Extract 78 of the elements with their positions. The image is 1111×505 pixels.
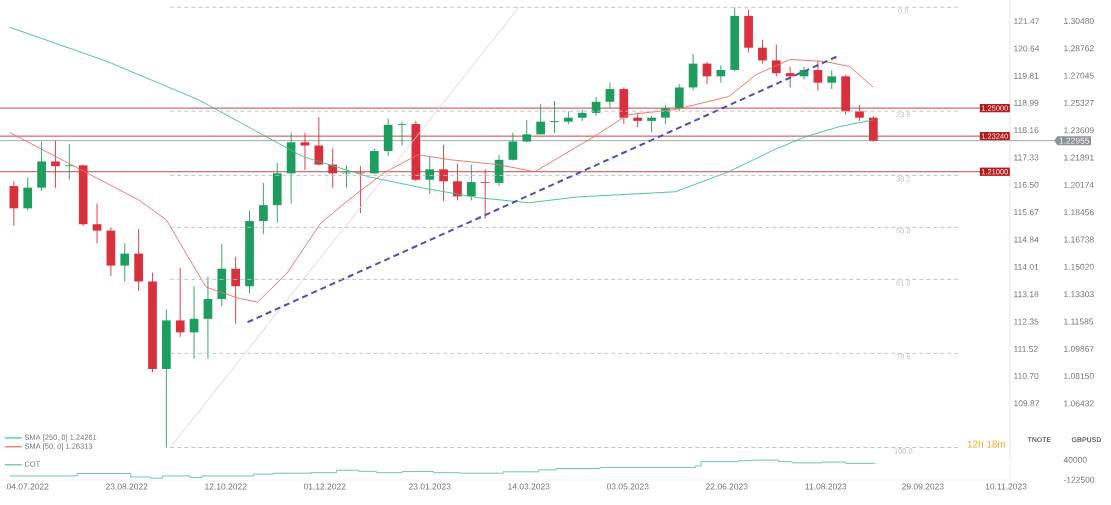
y2-tick-label: 119.81 — [1014, 72, 1039, 79]
candlestick — [453, 163, 462, 201]
y-tick-label: 1.23609 — [1064, 127, 1094, 134]
y-tick-label: 40000 — [1063, 456, 1087, 463]
candlestick — [605, 82, 615, 109]
candlestick — [716, 64, 726, 84]
x-tick-label: 29.09.2023 — [902, 483, 944, 490]
candlestick — [203, 276, 213, 360]
candlestick — [827, 69, 837, 90]
y2-tick-label: 116.50 — [1014, 181, 1039, 188]
x-tick-label: 23.01.2023 — [408, 483, 451, 490]
candlestick — [813, 59, 823, 92]
y2-tick-label: 114.84 — [1014, 236, 1039, 243]
y2-tick-label: 121.47 — [1014, 18, 1039, 25]
y2-tick-label: 112.35 — [1014, 318, 1039, 325]
x-tick-label: 11.08.2023 — [805, 483, 847, 490]
y-tick-label: 1.06432 — [1064, 400, 1094, 407]
y-tick-label: 1.27045 — [1064, 72, 1094, 79]
y2-tick-label: 109.87 — [1014, 400, 1039, 407]
y-tick-label: 1.11585 — [1064, 318, 1094, 325]
y2-tick-label: 113.18 — [1014, 291, 1039, 298]
y2-tick-label: 120.64 — [1014, 45, 1040, 52]
candlestick — [758, 39, 767, 65]
y-tick-label: 1.20174 — [1064, 181, 1094, 188]
y-tick-label: -122500 — [1063, 476, 1095, 483]
candlestick — [175, 267, 185, 338]
candlestick — [674, 83, 684, 112]
y2-tick-label: 111.52 — [1014, 345, 1038, 352]
y-tick-label: 1.08150 — [1064, 373, 1094, 380]
x-tick-label: 14.03.2023 — [508, 483, 550, 490]
x-tick-label: 01.12.2022 — [303, 483, 346, 490]
y2-tick-label: 114.01 — [1014, 263, 1039, 270]
x-tick-label: 04.07.2022 — [6, 483, 49, 490]
y-tick-label: 1.13303 — [1064, 291, 1094, 298]
candlestick — [51, 140, 60, 189]
candlestick — [231, 256, 241, 325]
candlestick — [314, 116, 324, 166]
candlestick — [439, 144, 448, 202]
x-tick-label: 12.10.2022 — [205, 483, 247, 490]
y2-tick-label: 118.99 — [1014, 99, 1039, 106]
annotation: 12h 18m — [967, 440, 1006, 448]
y-tick-label: 1.09867 — [1064, 345, 1094, 352]
candlestick — [9, 180, 19, 227]
candlestick — [369, 148, 379, 175]
candlestick — [508, 132, 518, 162]
candlestick — [868, 115, 878, 142]
y2-tick-label: 117.33 — [1014, 154, 1039, 161]
y-tick-label: 1.28762 — [1064, 45, 1094, 52]
candlestick — [120, 242, 130, 282]
candlestick — [647, 115, 656, 133]
y2-tick-label: 115.67 — [1014, 209, 1039, 216]
candlestick — [397, 121, 407, 146]
candlestick — [425, 156, 435, 195]
candlestick — [92, 203, 102, 244]
candlestick — [549, 100, 560, 134]
y-tick-label: 1.18456 — [1064, 209, 1094, 216]
x-tick-label: 22.06.2023 — [706, 483, 748, 490]
candlestick — [466, 164, 476, 201]
x-tick-label: 23.08.2022 — [105, 483, 148, 490]
candlestick — [771, 44, 781, 77]
ref-line-label: 1.22955 — [1059, 137, 1090, 144]
y-tick-label: 1.25327 — [1064, 99, 1094, 106]
line-series — [9, 59, 874, 303]
candlestick — [259, 182, 268, 235]
y-tick-label: 1.16738 — [1064, 236, 1094, 243]
candlestick — [785, 66, 795, 88]
line-series — [9, 26, 874, 204]
y-tick-label: 1.15020 — [1064, 263, 1094, 270]
candlestick — [480, 168, 490, 220]
y2-tick-label: 118.16 — [1014, 127, 1039, 134]
y-tick-label: 1.30480 — [1064, 18, 1094, 24]
candlestick — [300, 132, 310, 171]
x-tick-label: 03.05.2023 — [606, 483, 649, 490]
y2-tick-label: 110.70 — [1014, 372, 1039, 379]
candlestick — [536, 103, 545, 135]
y-tick-label: 1.21891 — [1064, 154, 1094, 161]
candlestick — [23, 176, 33, 212]
x-tick-label: 10.11.2023 — [985, 483, 1027, 490]
